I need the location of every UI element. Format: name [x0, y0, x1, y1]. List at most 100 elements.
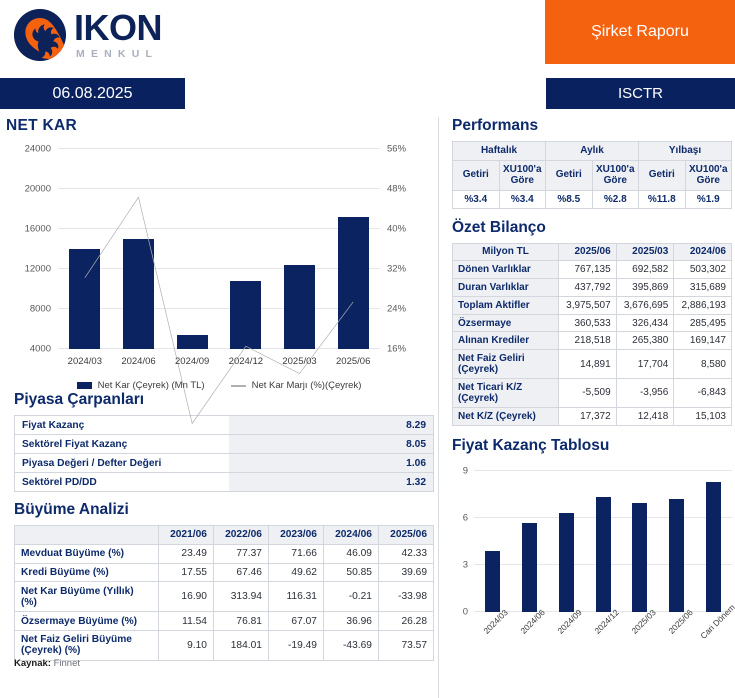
- table-row: Kredi Büyüme (%) 17.55 67.46 49.62 50.85 39.6…: [14, 562, 435, 583]
- y-axis-label: 3: [462, 559, 468, 571]
- fiyat-kazanc-bars: [474, 471, 732, 612]
- header: IKON MENKUL Şirket Raporu: [0, 0, 735, 68]
- x-axis-tick-slot: 2025/03: [621, 607, 658, 686]
- column-header: 2025/03: [615, 242, 675, 262]
- piyasa-carpanlari-table: Fiyat Kazanç 8.29 Sektörel Fiyat Kazanç 8.0…: [14, 415, 434, 492]
- net-kar-plot: 4000 8000 12000 16000 20000 24000 16% 24% 32% 40%…: [25, 144, 406, 349]
- ticker-symbol: ISCTR: [546, 78, 735, 109]
- cell-value: 39.69: [377, 562, 435, 583]
- buyume-analizi-title: Büyüme Analizi: [14, 501, 129, 518]
- net-kar-x-axis: 2024/03 2024/06 2024/09 2024/12 2025/03 2025/…: [58, 356, 380, 367]
- bar: [123, 238, 154, 349]
- table-corner-cell: [14, 525, 159, 545]
- x-axis-tick: 2025/03: [282, 356, 317, 367]
- cell-value: 36.96: [322, 611, 379, 631]
- cell-value: 692,582: [615, 260, 675, 280]
- x-axis-tick: 2024/03: [67, 356, 102, 367]
- bar: [595, 497, 611, 612]
- metric-value: 1.32: [228, 472, 434, 492]
- cell-value: 26.28: [377, 611, 435, 631]
- table-row: Net K/Z (Çeyrek) 17,372 12,418 15,103: [452, 406, 732, 426]
- bar: [484, 551, 500, 612]
- performans-title: Performans: [452, 117, 539, 134]
- bar-slot: [585, 471, 622, 612]
- cell-value: 767,135: [558, 260, 617, 280]
- cell-value: 2,886,193: [673, 295, 732, 315]
- bar: [632, 502, 648, 612]
- cell-value: 3,676,695: [615, 295, 675, 315]
- y-axis-label-right: 48%: [387, 183, 407, 195]
- y-axis-label-left: 20000: [24, 183, 51, 195]
- table-row: Toplam Aktifler 3,975,507 3,676,695 2,886,1…: [452, 295, 732, 315]
- ozet-bilanco-title: Özet Bilanço: [452, 218, 546, 236]
- bar-slot: [273, 149, 327, 349]
- cell-value: 326,434: [615, 313, 675, 333]
- legend-line-swatch: [230, 384, 246, 387]
- source-footer: Kaynak: Finnet: [14, 658, 80, 669]
- x-axis-tick: 2025/06: [336, 356, 371, 367]
- row-label: Kredi Büyüme (%): [14, 562, 159, 583]
- cell-value: 8,580: [673, 349, 732, 379]
- gridline: [58, 148, 380, 149]
- performans-table: Haftalık Aylık Yılbaşı Getiri XU100'a Göre Ge…: [452, 141, 732, 209]
- cell-value: 503,302: [673, 260, 732, 280]
- cell-value: 71.66: [267, 543, 324, 564]
- row-label: Özsermaye Büyüme (%): [14, 611, 159, 631]
- column-header: 2022/06: [212, 525, 269, 545]
- cell-value: 437,792: [558, 278, 617, 297]
- bar-slot: [165, 149, 219, 349]
- cell-value: 16.90: [157, 581, 214, 613]
- cell-value: 11.54: [157, 611, 214, 631]
- column-header: 2023/06: [267, 525, 324, 545]
- cell-value: 17,704: [615, 349, 675, 379]
- cell-value: 73.57: [377, 629, 435, 661]
- table-row: Net Ticari K/Z (Çeyrek) -5,509 -3,956 -6,84…: [452, 377, 732, 408]
- legend-item: Net Kar (Çeyrek) (Mn TL): [76, 380, 205, 391]
- column-header: 2024/06: [322, 525, 379, 545]
- metric-label: Fiyat Kazanç: [14, 415, 229, 435]
- y-axis-label-right: 24%: [387, 303, 407, 315]
- group-header: Aylık: [545, 141, 639, 161]
- fiyat-kazanc-chart: 0 3 6 9 2024/03 2024/06 2024/09 2024/12 2025/03…: [448, 461, 735, 686]
- source-value: Finnet: [53, 658, 81, 669]
- table-row: Fiyat Kazanç 8.29: [14, 415, 434, 435]
- x-axis-tick-slot: 2024/09: [548, 607, 585, 686]
- y-axis-label: 9: [462, 465, 468, 477]
- table-row: %3.4 %3.4 %8.5 %2.8 %11.8 %1.9: [452, 189, 732, 209]
- logo-wordmark: IKON: [74, 6, 163, 48]
- performance-value: %3.4: [498, 189, 546, 209]
- bar-slot: [511, 471, 548, 612]
- metric-value: 1.06: [228, 453, 434, 473]
- row-label: Net Ticari K/Z (Çeyrek): [452, 377, 559, 408]
- bar: [558, 512, 574, 612]
- left-column: NET KAR 4000 8000 12000 16000 20000 24000 16% 2…: [0, 117, 435, 698]
- x-axis-tick: 2024/06: [121, 356, 156, 367]
- column-header: 2021/06: [157, 525, 214, 545]
- table-row: Sektörel Fiyat Kazanç 8.05: [14, 434, 434, 454]
- cell-value: 42.33: [377, 543, 435, 564]
- legend-label: Net Kar (Çeyrek) (Mn TL): [97, 380, 205, 391]
- row-label: Alınan Krediler: [452, 331, 559, 351]
- row-label: Dönen Varlıklar: [452, 260, 559, 280]
- row-label: Özsermaye: [452, 313, 559, 333]
- cell-value: 14,891: [558, 349, 617, 379]
- sub-column-header: XU100'a Göre: [591, 159, 639, 191]
- bar-slot: [112, 149, 166, 349]
- table-row: Mevduat Büyüme (%) 23.49 77.37 71.66 46.09 42…: [14, 543, 435, 564]
- fiyat-kazanc-title: Fiyat Kazanç Tablosu: [452, 436, 610, 454]
- right-column: Performans Haftalık Aylık Yılbaşı Getiri XU1…: [438, 117, 735, 698]
- bar: [176, 335, 208, 349]
- cell-value: -5,509: [558, 377, 617, 408]
- row-label: Net Faiz Geliri Büyüme (Çeyrek) (%): [14, 629, 159, 661]
- cell-value: -0.21: [322, 581, 379, 613]
- logo-subtitle: MENKUL: [76, 47, 159, 60]
- x-axis-tick-slot: 2024/03: [474, 607, 511, 686]
- bar: [230, 281, 262, 349]
- cell-value: 15,103: [673, 406, 732, 426]
- y-axis-label-left: 16000: [24, 223, 51, 235]
- cell-value: -19.49: [267, 629, 324, 661]
- net-kar-legend: Net Kar (Çeyrek) (Mn TL) Net Kar Marjı (%…: [58, 380, 380, 391]
- column-header: 2025/06: [377, 525, 435, 545]
- cell-value: 50.85: [322, 562, 379, 583]
